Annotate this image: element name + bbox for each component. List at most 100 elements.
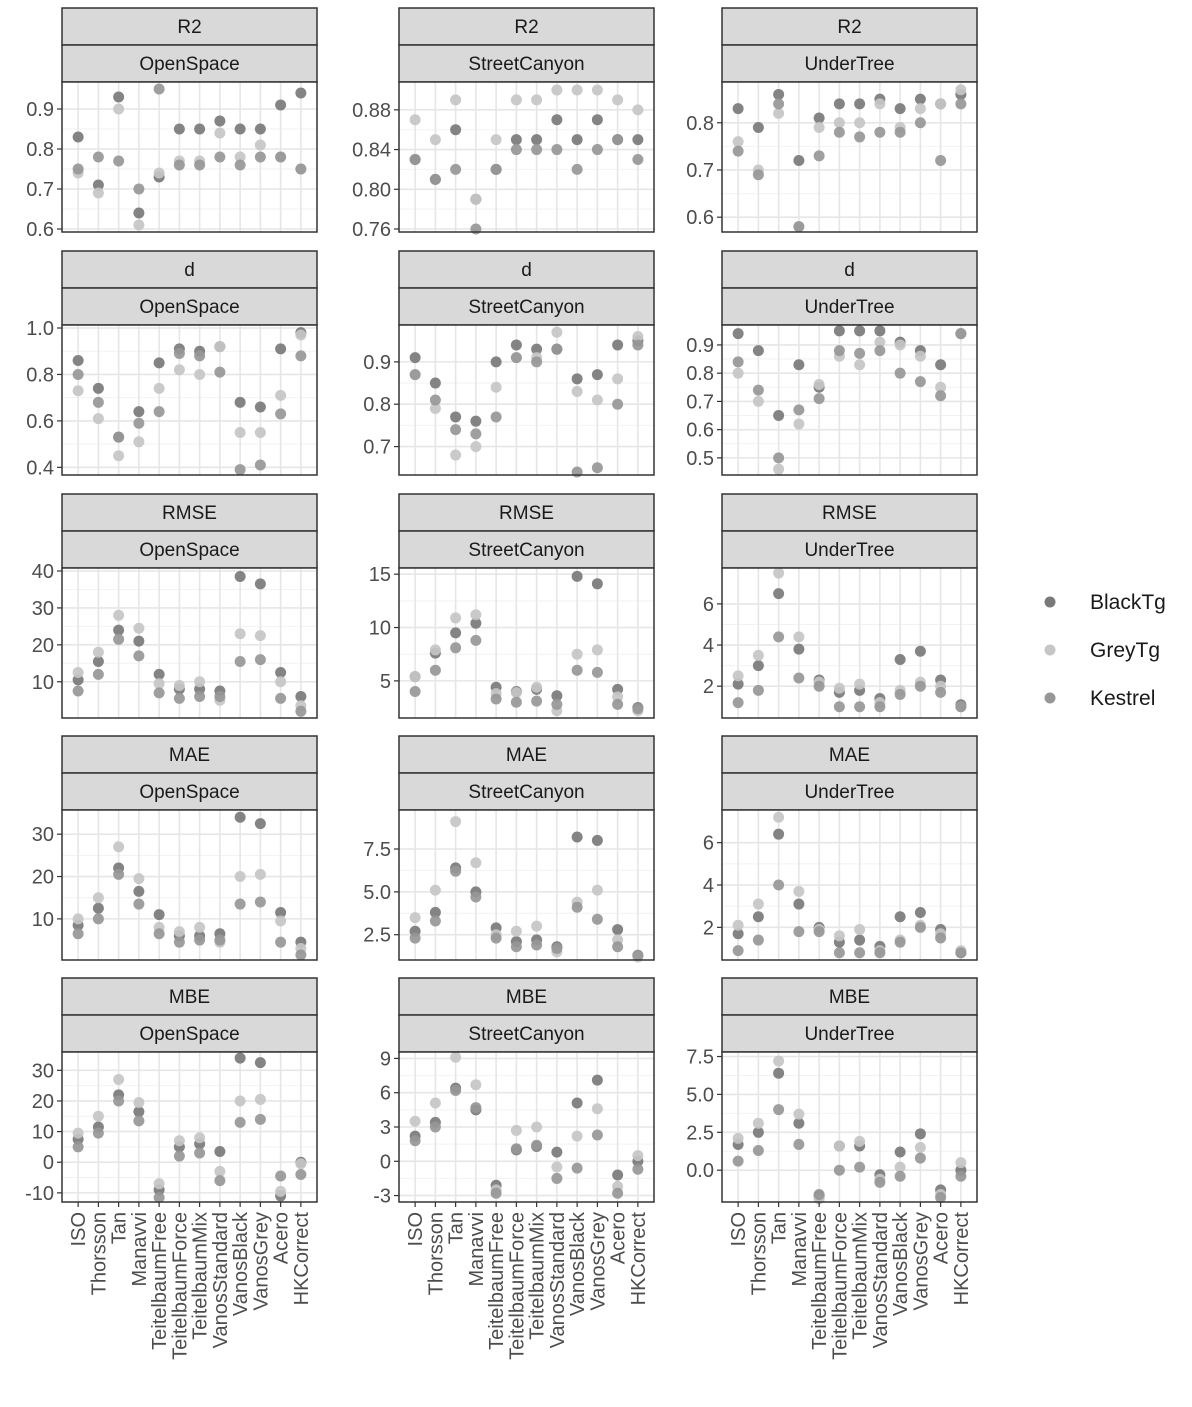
plot-border (61, 567, 318, 719)
point-greytg (133, 436, 145, 448)
point-kestrel (773, 1104, 785, 1116)
point-kestrel (935, 1191, 947, 1203)
point-greytg (113, 450, 125, 462)
point-kestrel (92, 1127, 104, 1139)
point-kestrel (773, 879, 785, 891)
point-kestrel (92, 668, 104, 680)
plot-border (398, 567, 655, 719)
point-greytg (793, 1108, 805, 1120)
plot-background (62, 810, 317, 960)
point-blacktg (254, 1057, 266, 1069)
x-tick-label: ISO (728, 1212, 750, 1246)
point-greytg (955, 1157, 967, 1169)
point-kestrel (591, 462, 603, 474)
strip-site (721, 1014, 978, 1053)
plot-border (721, 1051, 978, 1203)
point-blacktg (429, 906, 441, 918)
point-greytg (773, 463, 785, 475)
point-greytg (813, 378, 825, 390)
point-greytg (173, 1135, 185, 1147)
x-tick-label: Manavvi (466, 1212, 488, 1286)
point-greytg (914, 103, 926, 115)
point-kestrel (133, 183, 145, 195)
point-kestrel (732, 1155, 744, 1167)
point-greytg (732, 919, 744, 931)
strip-metric (398, 7, 655, 46)
point-kestrel (429, 173, 441, 185)
point-kestrel (470, 891, 482, 903)
point-kestrel (510, 941, 522, 953)
point-greytg (450, 94, 462, 106)
point-blacktg (773, 1067, 785, 1079)
y-tick-label: 7.5 (686, 1047, 714, 1069)
point-kestrel (194, 1147, 206, 1159)
point-blacktg (833, 325, 845, 337)
point-blacktg (254, 401, 266, 413)
point-kestrel (874, 947, 886, 959)
point-greytg (632, 104, 644, 116)
strip-metric-label: R2 (514, 17, 538, 38)
x-tick-label: VanosStandard (547, 1212, 569, 1348)
point-kestrel (490, 411, 502, 423)
x-tick-label: VanosBlack (567, 1211, 589, 1316)
point-blacktg (275, 907, 287, 919)
point-greytg (935, 381, 947, 393)
point-kestrel (409, 686, 421, 698)
point-blacktg (935, 359, 947, 371)
point-blacktg (914, 1128, 926, 1140)
y-tick-label: 4 (703, 635, 714, 657)
point-greytg (92, 1110, 104, 1122)
point-greytg (409, 671, 421, 683)
y-tick-label: 0.7 (363, 437, 391, 459)
x-tick-label: Manavvi (129, 1212, 151, 1286)
point-greytg (194, 921, 206, 933)
y-tick-label: 0.76 (352, 219, 391, 241)
point-greytg (429, 644, 441, 656)
x-tick-label: Acero (608, 1212, 630, 1264)
point-greytg (409, 912, 421, 924)
point-greytg (732, 367, 744, 379)
y-tick-label: 10 (32, 909, 54, 931)
point-kestrel (752, 384, 764, 396)
point-kestrel (153, 928, 165, 940)
point-blacktg (92, 902, 104, 914)
point-kestrel (490, 1187, 502, 1199)
point-greytg (92, 646, 104, 658)
point-kestrel (214, 366, 226, 378)
point-blacktg (854, 934, 866, 946)
point-blacktg (531, 134, 543, 146)
point-greytg (92, 187, 104, 199)
point-kestrel (813, 393, 825, 405)
point-kestrel (732, 697, 744, 709)
x-axis-labels-group: ISOThorssonTanManavviTeitelbaumFreeTeite… (68, 1211, 973, 1360)
point-blacktg (234, 123, 246, 135)
point-kestrel (429, 915, 441, 927)
plot-background (62, 82, 317, 232)
strip-metric-label: d (521, 260, 532, 281)
point-kestrel (490, 693, 502, 705)
point-kestrel (510, 696, 522, 708)
point-kestrel (72, 163, 84, 175)
point-kestrel (92, 396, 104, 408)
y-tick-label: 0.7 (686, 391, 714, 413)
point-blacktg (531, 343, 543, 355)
x-tick-label: VanosStandard (210, 1212, 232, 1348)
point-greytg (531, 94, 543, 106)
point-blacktg (591, 834, 603, 846)
point-kestrel (275, 1170, 287, 1182)
y-tick-label: 0.80 (352, 179, 391, 201)
point-blacktg (914, 645, 926, 657)
legend-key-kestrel (1044, 692, 1056, 704)
point-blacktg (854, 98, 866, 110)
strip-site (398, 772, 655, 811)
point-kestrel (591, 913, 603, 925)
x-tick-label: Thorsson (748, 1212, 770, 1295)
point-kestrel (194, 934, 206, 946)
y-tick-label: 0.7 (26, 179, 54, 201)
panel-d-streetcanyon: d StreetCanyon 0.7 0.8 0.9 (363, 250, 655, 478)
strip-metric (721, 735, 978, 774)
point-kestrel (632, 949, 644, 961)
y-tick-label: 0.88 (352, 100, 391, 122)
y-tick-label: 0.0 (686, 1160, 714, 1182)
point-blacktg (732, 328, 744, 340)
